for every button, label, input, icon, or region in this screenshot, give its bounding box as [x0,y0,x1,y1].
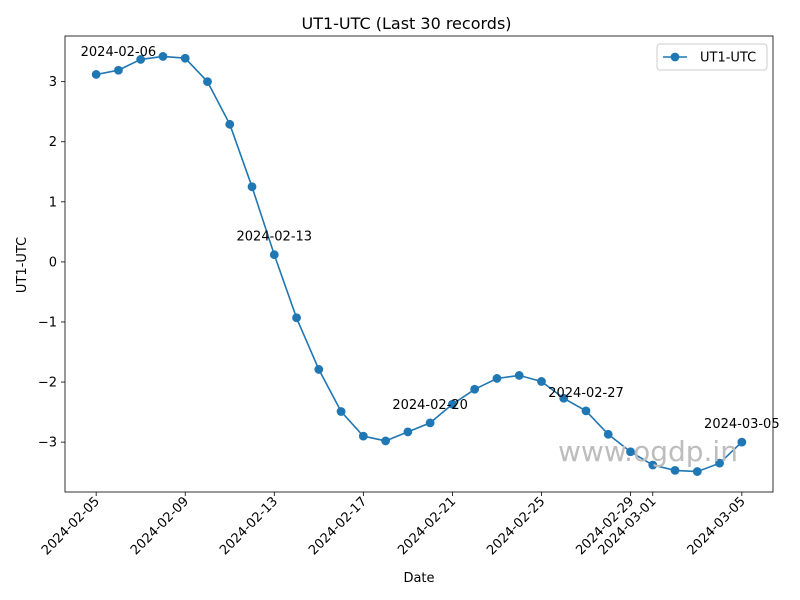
data-point [648,460,658,470]
data-point [91,70,101,79]
x-tick-label: 2024-02-09 [128,494,192,558]
data-point [336,407,346,416]
x-tick-label: 2024-02-17 [306,494,370,558]
x-axis-label: Date [403,571,434,586]
y-tick-label: −1 [38,315,57,330]
data-point [158,52,168,61]
y-axis-label: UT1-UTC [15,237,30,293]
x-tick-label: 2024-02-25 [484,494,548,558]
data-point [358,431,368,441]
x-tick-label: 2024-02-13 [217,494,281,558]
y-tick-label: 3 [49,75,57,90]
annotation: 2024-02-27 [548,386,624,401]
x-tick-label: 2024-03-05 [685,494,749,558]
data-point [136,55,146,64]
data-point [381,436,391,446]
data-point [470,384,480,394]
data-point [603,429,613,439]
annotation: 2024-03-05 [704,417,780,432]
data-point [269,250,279,260]
legend-label: UT1-UTC [700,51,756,66]
watermark: www.ogdp.in [558,435,738,468]
data-point [447,399,457,409]
data-point [581,406,591,416]
annotation: 2024-02-06 [81,45,157,60]
data-point [203,77,212,87]
y-tick-label: 1 [49,195,57,210]
data-point [626,447,635,457]
data-point [537,377,546,386]
data-point [292,313,301,323]
axes-frame [64,35,774,493]
data-point [425,418,435,428]
data-point [114,65,123,75]
x-tick-label: 2024-02-05 [39,494,103,558]
legend-marker [670,52,680,62]
legend-frame [656,43,768,71]
y-tick-label: 0 [49,255,57,270]
chart-title: UT1-UTC (Last 30 records) [301,14,511,33]
data-point [670,465,680,475]
data-point [180,53,190,63]
data-point [247,182,257,192]
y-tick-label: −3 [38,436,57,451]
y-tick-label: −2 [38,376,57,391]
x-tick-label: 2024-02-21 [395,494,459,558]
data-point [559,393,569,403]
legend: UT1-UTC [656,43,768,71]
plot-area: 3 2 1 0 −1 −2 −3 2024-02-05 2024-02-09 2024-02-13… [38,35,780,558]
data-point [314,365,324,374]
data-point [225,119,235,129]
data-point [715,458,724,468]
annotation: 2024-02-13 [237,230,313,245]
data-point [737,437,747,447]
data-point [514,371,524,380]
annotation: 2024-02-20 [392,398,468,413]
data-point [492,374,502,383]
data-point [403,427,413,437]
data-point [692,467,702,476]
y-tick-label: 2 [49,135,57,150]
